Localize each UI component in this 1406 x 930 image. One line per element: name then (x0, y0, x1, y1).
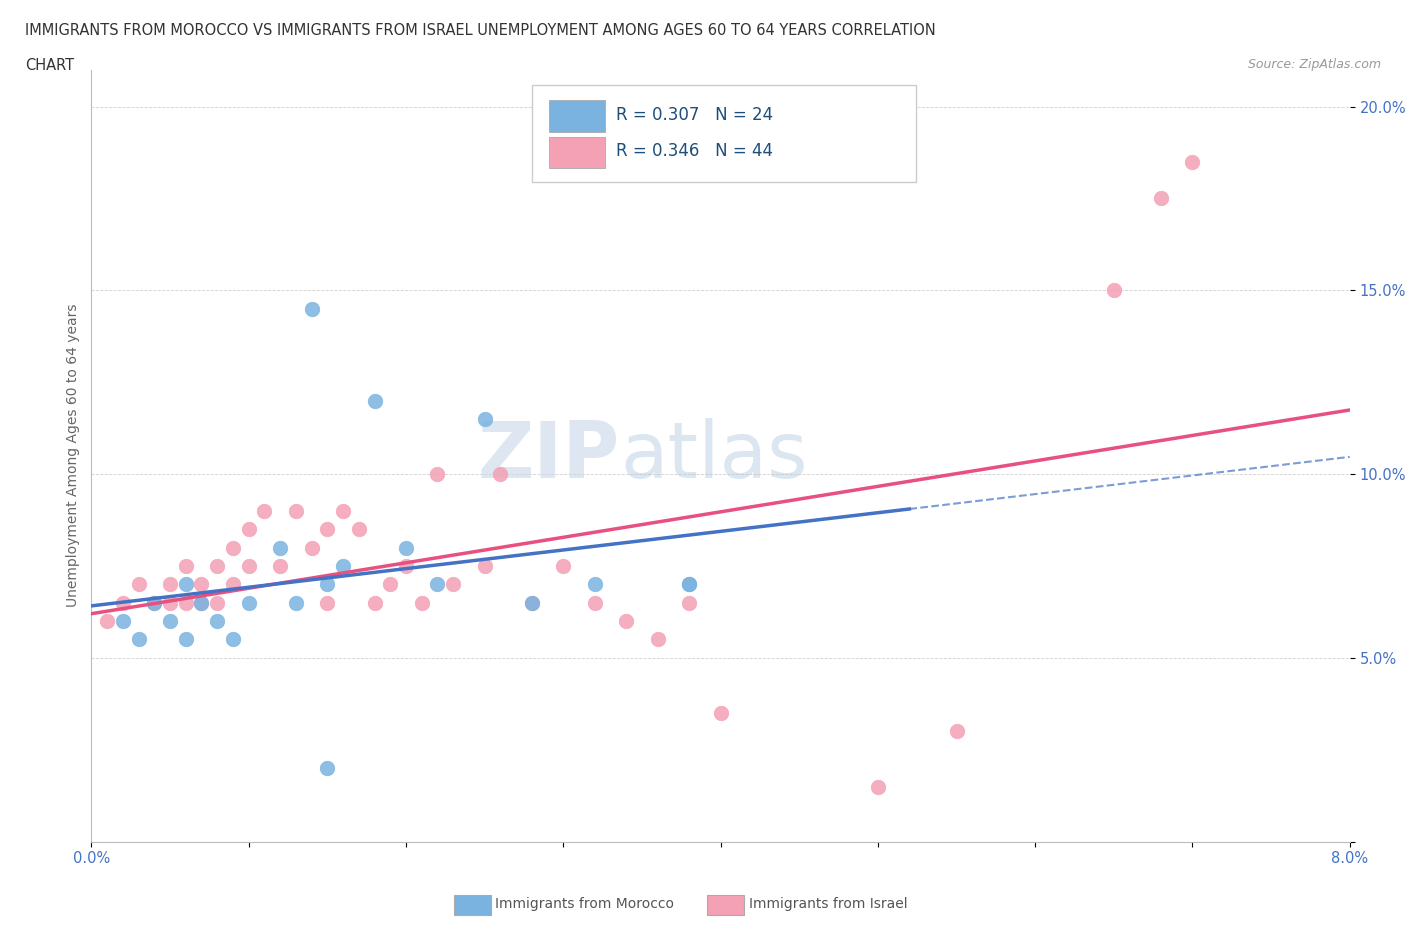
Point (945, 724, 967, 738)
Point (363, 393, 385, 408)
Point (174, 577, 197, 591)
Point (363, 595, 385, 610)
Point (128, 577, 150, 591)
Point (347, 522, 370, 537)
Point (238, 522, 260, 537)
Point (128, 632, 150, 647)
Point (174, 632, 197, 647)
Point (159, 595, 181, 610)
Point (520, 595, 543, 610)
Text: Immigrants from Morocco: Immigrants from Morocco (495, 897, 673, 911)
Text: ZIP: ZIP (478, 418, 620, 494)
Text: atlas: atlas (620, 418, 807, 494)
Point (238, 559, 260, 574)
Y-axis label: Unemployment Among Ages 60 to 64 years: Unemployment Among Ages 60 to 64 years (66, 304, 80, 607)
Point (111, 614, 134, 629)
Point (441, 577, 464, 591)
Point (474, 411, 496, 426)
Text: R = 0.346   N = 44: R = 0.346 N = 44 (616, 141, 773, 160)
Point (143, 595, 166, 610)
Point (269, 540, 291, 555)
FancyBboxPatch shape (550, 137, 605, 167)
Point (614, 614, 637, 629)
Point (1102, 283, 1125, 298)
Point (709, 706, 731, 721)
Point (316, 761, 339, 776)
Point (583, 577, 606, 591)
Point (174, 595, 197, 610)
Point (205, 595, 228, 610)
Point (678, 595, 700, 610)
Text: Immigrants from Israel: Immigrants from Israel (749, 897, 908, 911)
Text: Source: ZipAtlas.com: Source: ZipAtlas.com (1247, 58, 1381, 71)
Point (866, 779, 889, 794)
Point (380, 577, 402, 591)
Text: IMMIGRANTS FROM MOROCCO VS IMMIGRANTS FROM ISRAEL UNEMPLOYMENT AMONG AGES 60 TO : IMMIGRANTS FROM MOROCCO VS IMMIGRANTS FR… (25, 23, 936, 38)
Point (159, 614, 181, 629)
Text: CHART: CHART (25, 58, 75, 73)
Point (222, 540, 245, 555)
Point (284, 503, 307, 518)
Point (269, 559, 291, 574)
Point (647, 632, 669, 647)
Point (284, 595, 307, 610)
Point (332, 503, 354, 518)
Point (205, 614, 228, 629)
Point (222, 632, 245, 647)
Point (316, 577, 339, 591)
FancyBboxPatch shape (531, 86, 915, 181)
Point (411, 595, 433, 610)
Point (395, 559, 418, 574)
Point (190, 595, 212, 610)
Point (222, 577, 245, 591)
Point (143, 595, 166, 610)
Point (520, 595, 543, 610)
Point (316, 595, 339, 610)
Point (174, 559, 197, 574)
FancyBboxPatch shape (550, 100, 605, 131)
Point (316, 522, 339, 537)
Point (96, 614, 118, 629)
Point (395, 540, 418, 555)
Point (678, 577, 700, 591)
Point (111, 595, 134, 610)
Point (426, 577, 449, 591)
Point (190, 577, 212, 591)
Point (1150, 191, 1173, 206)
Point (1181, 154, 1204, 169)
Point (426, 467, 449, 482)
Point (159, 577, 181, 591)
Point (474, 559, 496, 574)
Point (332, 559, 354, 574)
Point (301, 301, 323, 316)
Text: R = 0.307   N = 24: R = 0.307 N = 24 (616, 105, 773, 124)
Point (301, 540, 323, 555)
Point (553, 559, 575, 574)
Point (238, 595, 260, 610)
Point (489, 467, 512, 482)
Point (253, 503, 276, 518)
Point (678, 577, 700, 591)
Point (583, 595, 606, 610)
Point (205, 559, 228, 574)
Point (190, 595, 212, 610)
